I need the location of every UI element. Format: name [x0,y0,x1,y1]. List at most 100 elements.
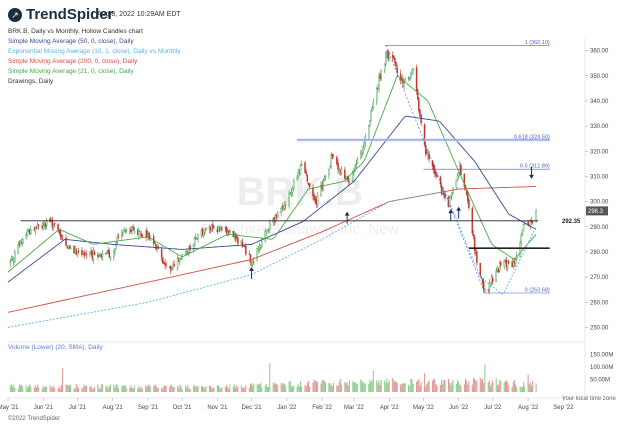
candle-body [463,173,466,187]
candle-body [473,236,476,251]
volume-bar [45,386,47,392]
candle-body [67,245,70,249]
volume-bar [476,380,478,392]
volume-bar [10,383,12,392]
candle-body [44,223,47,227]
support-price-label: 292.35 [562,219,581,225]
volume-bar [368,383,370,392]
candle-body [232,230,235,238]
candle-body [399,73,402,81]
volume-bar [76,386,78,392]
candle-body [139,231,141,233]
volume-bar [431,380,434,392]
candle-body [89,252,91,254]
candle-body [9,261,12,263]
volume-bar [148,384,150,392]
x-tick-label: Jun '21 [34,405,54,411]
volume-bar [84,385,86,392]
volume-bar [169,387,171,392]
candle-body [475,252,477,254]
candle-body [456,175,459,181]
volume-bar [62,368,64,392]
fib-level-label: 0.5 (312.89) [520,164,550,170]
volume-bar [377,383,379,392]
candle-body [107,249,109,253]
volume-bar [371,380,373,392]
volume-bar [530,385,533,392]
volume-bar [272,382,274,392]
volume-bar [9,385,11,392]
volume-bar [192,386,195,392]
candle-body [488,282,491,289]
candle-body [508,261,510,264]
candle-body [304,162,306,173]
candle-body [136,230,139,236]
volume-bar [121,385,123,392]
candle-body [146,230,148,238]
volume-bar [508,385,510,392]
volume-bar [458,381,460,392]
candle-body [514,259,517,264]
copyright-footer: ©2022 TrendSpider [8,416,61,422]
study-legend-item: Simple Moving Average (21, 0, close), Da… [8,68,134,75]
volume-bar [243,387,245,392]
volume-bar [516,386,518,392]
candle-body [265,229,268,233]
candle-body [379,74,381,79]
candle-body [284,204,287,206]
volume-bar [364,384,366,392]
study-legend-item: Exponential Moving Average (10, 1, close… [8,48,181,55]
candle-body [60,234,63,238]
candle-body [356,158,359,164]
volume-bar [100,384,102,392]
candle-body [482,281,485,291]
candle-body [352,171,354,181]
volume-bar [519,386,521,392]
volume-bar [171,384,173,392]
volume-bar [370,381,372,392]
volume-bar [434,378,436,392]
candle-body [368,125,370,139]
volume-bar [482,378,484,392]
candle-body [200,229,203,236]
volume-bar [237,386,239,392]
candle-body [300,163,303,166]
volume-bar [439,384,442,392]
candle-body [30,229,32,234]
volume-bar [386,378,388,392]
candle-body [35,227,38,229]
candle-body [274,215,277,222]
brand-name: TrendSpider [26,6,114,23]
candle-body [245,245,247,255]
volume-bar [157,387,159,392]
volume-bar [216,385,218,392]
candle-body [101,253,104,258]
candle-body [69,247,72,250]
volume-bar [329,383,331,392]
volume-bar [344,381,346,392]
candle-body [363,142,365,149]
candle-body [522,224,525,232]
candle-body [130,229,132,233]
volume-bar [21,384,23,392]
volume-bar [356,384,358,392]
volume-bar [181,388,183,392]
candle-body [197,234,199,239]
volume-bar [362,382,364,392]
candle-body [155,244,157,250]
watermark-symbol: BRK.B [237,170,364,214]
volume-bar [281,384,283,392]
volume-bar [274,382,276,392]
volume-bar [314,381,316,392]
volume-bar [251,383,253,392]
volume-bar [85,385,88,392]
candle-body [68,246,71,249]
candle-body [12,259,15,263]
candle-body [420,115,422,124]
volume-bar [139,388,141,392]
study-legend-item: Simple Moving Average (50, 0, close), Da… [8,38,134,45]
candle-body [490,277,493,283]
volume-bar [442,383,444,392]
volume-bar [145,384,147,392]
